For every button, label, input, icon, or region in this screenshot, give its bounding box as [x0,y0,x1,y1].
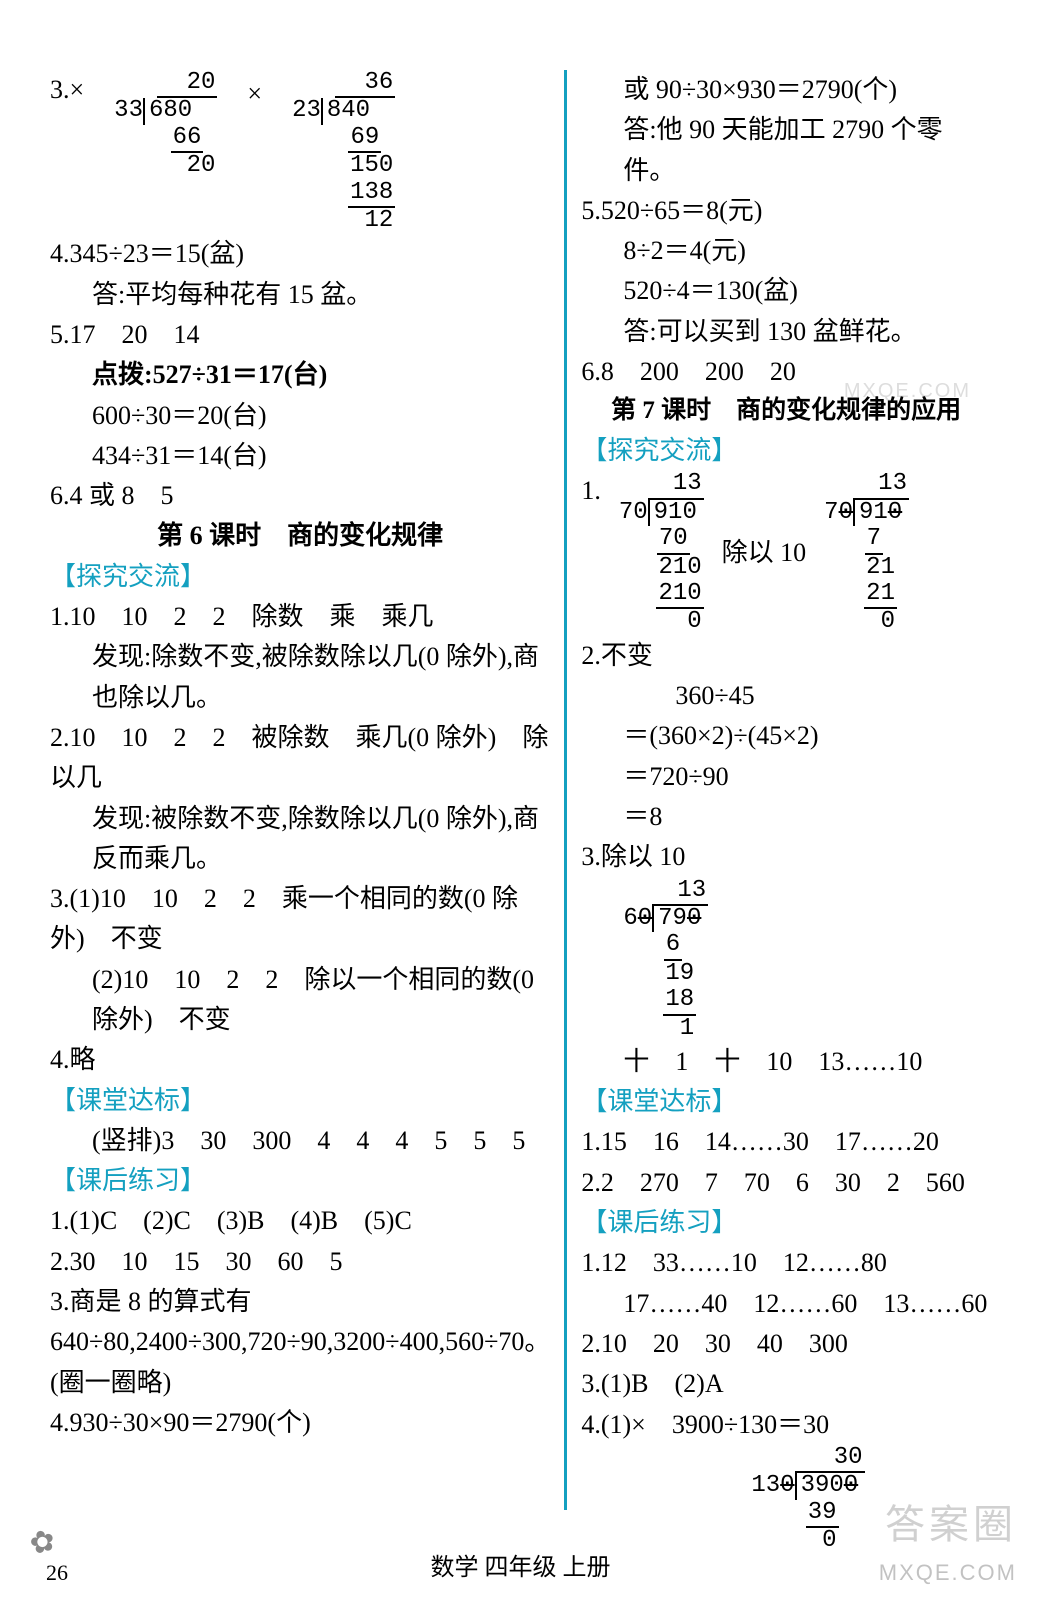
r-q5d: 答:可以买到 130 盆鲜花。 [581,312,991,352]
r1-mid: 除以 10 [722,533,807,573]
kd1: (竖排)3 30 300 4 4 4 5 5 5 [50,1121,550,1161]
r2e: ＝8 [581,797,991,837]
r-kh1a: 1.12 33……10 12……80 [581,1243,991,1283]
q3-row: 3.× 33 20 33680 66 20 × 23 36 [50,70,550,234]
r-kd1: 1.15 16 14……30 17……20 [581,1122,991,1162]
long-division-r3: 6013 60790 6 19 18 1 [623,878,708,1042]
r2a: 2.不变 [581,636,991,676]
watermark-small: MXQE.COM [879,1560,1017,1586]
kh3: 3.商是 8 的算式有 640÷80,2400÷300,720÷90,3200÷… [50,1282,550,1403]
tj1a: 1.10 10 2 2 除数 乘 乘几 [50,597,550,637]
section-class-right: 【课堂达标】 [581,1082,991,1122]
long-division-1: 33 20 33680 66 20 [114,70,217,180]
tj3a: 3.(1)10 10 2 2 乘一个相同的数(0 除外) 不变 [50,879,550,960]
q3-between: × [247,74,262,114]
r-top2: 答:他 90 天能加工 2790 个零件。 [581,110,991,191]
r-top1: 或 90÷30×930＝2790(个) [581,70,991,110]
r-q5b: 8÷2＝4(元) [581,231,991,271]
section-explore-left: 【探究交流】 [50,557,550,597]
r2c: ＝(360×2)÷(45×2) [581,716,991,756]
q5-c: 600÷30＝20(台) [50,396,550,436]
r3a: 3.除以 10 [581,837,991,877]
heading-lesson-6: 第 6 课时 商的变化规律 [50,516,550,556]
r-kd2: 2.2 270 7 70 6 30 2 560 [581,1163,991,1203]
kh1: 1.(1)C (2)C (3)B (4)B (5)C [50,1201,550,1241]
r-q5c: 520÷4＝130(盆) [581,271,991,311]
kh4: 4.930÷30×90＝2790(个) [50,1403,550,1443]
q4-b: 答:平均每种花有 15 盆。 [50,275,550,315]
q3-prefix: 3.× [50,70,84,110]
long-division-r1b: 7013 70910 7 21 21 0 [824,471,909,635]
r-kh1b: 17……40 12……60 13……60 [581,1284,991,1324]
r-q5a: 5.520÷65＝8(元) [581,191,991,231]
tj2b: 发现:被除数不变,除数除以几(0 除外),商反而乘几。 [50,799,550,880]
section-after-left: 【课后练习】 [50,1161,550,1201]
section-class-left: 【课堂达标】 [50,1081,550,1121]
r1-prefix: 1. [581,471,601,511]
q4-a: 4.345÷23＝15(盆) [50,234,550,274]
q5-b: 点拨:527÷31＝17(台) [50,355,550,395]
r3b: 十 1 十 10 13……10 [581,1042,991,1082]
q5-d: 434÷31＝14(台) [50,436,550,476]
r2b: 360÷45 [581,676,991,716]
section-after-right: 【课后练习】 [581,1203,991,1243]
tj2a: 2.10 10 2 2 被除数 乘几(0 除外) 除以几 [50,718,550,799]
watermark-mid: MXQE.COM [844,380,971,403]
q5-a: 5.17 20 14 [50,315,550,355]
long-division-r1a: 7013 70910 70 210 210 0 [619,471,704,635]
kh2: 2.30 10 15 30 60 5 [50,1242,550,1282]
long-division-2: 23 36 23840 69 150 138 12 [292,70,395,234]
tj4: 4.略 [50,1040,550,1080]
r-kh2: 2.10 20 30 40 300 [581,1324,991,1364]
section-explore-right: 【探究交流】 [581,431,991,471]
tj1b: 发现:除数不变,被除数除以几(0 除外),商也除以几。 [50,637,550,718]
long-division-kh4: 13030 1303900 39 0 [751,1445,864,1555]
watermark-big: 答案圈 [885,1492,1017,1550]
r1-row: 1. 7013 70910 70 210 210 0 除以 10 7013 70… [581,471,991,635]
q6: 6.4 或 8 5 [50,476,550,516]
r-kh4a: 4.(1)× 3900÷130＝30 [581,1405,991,1445]
r2d: ＝720÷90 [581,757,991,797]
tj3b: (2)10 10 2 2 除以一个相同的数(0 除外) 不变 [50,960,550,1041]
r-kh3: 3.(1)B (2)A [581,1364,991,1404]
